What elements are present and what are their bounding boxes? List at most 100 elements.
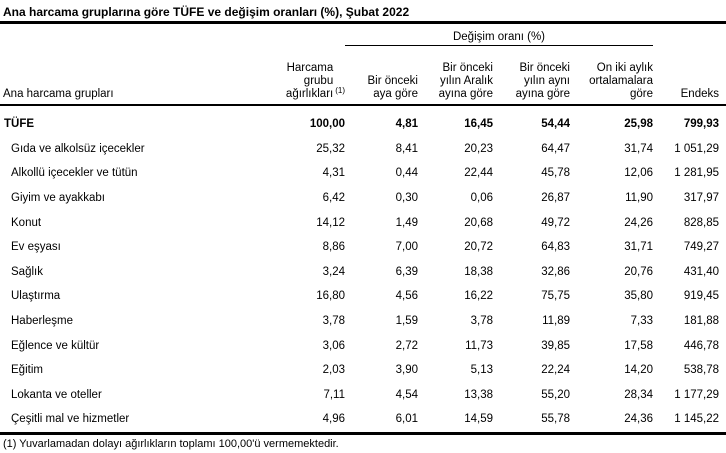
row-value: 64,47 <box>541 142 570 155</box>
row-value: 11,73 <box>465 339 493 352</box>
row-value: 14,20 <box>624 364 653 377</box>
row-value: 35,80 <box>624 290 653 303</box>
row-value: 75,75 <box>541 290 570 303</box>
row-value: 538,78 <box>683 364 719 377</box>
table-row: Ev eşyası 8,86 7,00 20,72 64,83 31,71 749,27 <box>0 235 726 260</box>
change-rate-group-header: Değişim oranı (%) <box>345 24 653 46</box>
col-header-index-label: Endeks <box>680 88 719 100</box>
col-header-index: Endeks <box>653 46 726 104</box>
row-value: 828,85 <box>683 216 719 229</box>
table-row: Sağlık 3,24 6,39 18,38 32,86 20,76 431,40 <box>0 260 726 285</box>
row-value: 16,22 <box>464 290 493 303</box>
row-value: 22,24 <box>541 364 570 377</box>
row-value: 20,76 <box>624 265 653 278</box>
row-value: 24,26 <box>624 216 653 229</box>
col-header-weights: Harcama grubu ağırlıkları (1) <box>277 46 345 104</box>
row-value: 181,88 <box>683 315 719 328</box>
row-label: Ulaştırma <box>11 290 61 303</box>
row-value: 3,24 <box>322 265 345 278</box>
row-value: 1 281,95 <box>674 167 719 180</box>
row-value: 25,98 <box>624 118 653 131</box>
page-title: Ana harcama gruplarına göre TÜFE ve deği… <box>0 0 726 24</box>
table-bottom-rule <box>0 431 726 435</box>
col-header-prev-december-label: Bir önceki yılın Aralık ayına göre <box>438 62 493 100</box>
table-row: Alkollü içecekler ve tütün 4,31 0,44 22,44 4… <box>0 161 726 186</box>
row-value: 6,42 <box>322 192 345 205</box>
row-value: 28,34 <box>624 388 653 401</box>
col-header-same-month-prev-year-label: Bir önceki yılın aynı ayına göre <box>515 62 570 100</box>
row-value: 64,83 <box>541 241 570 254</box>
row-value: 11,89 <box>542 315 570 328</box>
row-value: 317,97 <box>683 192 719 205</box>
footnote: (1) Yuvarlamadan dolayı ağırlıkların top… <box>3 437 339 450</box>
row-label: Eğlence ve kültür <box>11 339 100 352</box>
table-row: Gıda ve alkolsüz içecekler 25,32 8,41 20,23… <box>0 137 726 162</box>
row-label: Gıda ve alkolsüz içecekler <box>11 142 145 155</box>
row-value: 4,96 <box>322 413 345 426</box>
row-value: 100,00 <box>309 118 345 131</box>
row-value: 31,74 <box>624 142 653 155</box>
col-header-prev-december: Bir önceki yılın Aralık ayına göre <box>418 46 493 104</box>
row-value: 20,72 <box>464 241 493 254</box>
table-row: Lokanta ve oteller 7,11 4,54 13,38 55,20 28,3… <box>0 383 726 408</box>
table-header: Değişim oranı (%) Ana harcama grupları H… <box>0 24 726 106</box>
col-header-twelve-month-avg: On iki aylık ortalamalara göre <box>570 46 653 104</box>
row-value: 6,39 <box>395 265 418 278</box>
row-value: 25,32 <box>316 142 345 155</box>
table-row: TÜFE 100,00 4,81 16,45 54,44 25,98 799,93 <box>0 112 726 137</box>
row-label: TÜFE <box>4 118 35 131</box>
col-header-weights-label: Harcama grubu ağırlıkları <box>285 62 334 100</box>
row-label: Konut <box>11 216 42 229</box>
row-value: 1 177,29 <box>674 388 719 401</box>
row-value: 16,45 <box>464 118 493 131</box>
row-value: 4,81 <box>395 118 418 131</box>
footnote-reference: (1) <box>335 86 345 95</box>
table-row: Eğlence ve kültür 3,06 2,72 11,73 39,85 17,58… <box>0 333 726 358</box>
row-value: 24,36 <box>624 413 653 426</box>
row-value: 1,49 <box>395 216 418 229</box>
row-value: 18,38 <box>464 265 493 278</box>
col-header-main-groups: Ana harcama grupları <box>3 88 114 100</box>
row-value: 6,01 <box>395 413 418 426</box>
row-value: 3,78 <box>322 315 345 328</box>
row-value: 54,44 <box>541 118 570 131</box>
row-label: Giyim ve ayakkabı <box>11 192 105 205</box>
row-value: 20,68 <box>464 216 493 229</box>
row-value: 1 051,29 <box>674 142 719 155</box>
row-value: 22,44 <box>464 167 493 180</box>
row-value: 7,33 <box>630 315 653 328</box>
row-label: Haberleşme <box>11 315 73 328</box>
row-label: Alkollü içecekler ve tütün <box>11 167 138 180</box>
row-value: 431,40 <box>683 265 719 278</box>
table-row: Eğitim 2,03 3,90 5,13 22,24 14,20 538,78 <box>0 358 726 383</box>
row-value: 0,30 <box>395 192 418 205</box>
row-value: 4,54 <box>395 388 418 401</box>
row-value: 14,59 <box>464 413 493 426</box>
row-value: 1 145,22 <box>674 413 719 426</box>
row-value: 799,93 <box>683 118 719 131</box>
row-value: 55,78 <box>541 413 570 426</box>
row-value: 55,20 <box>541 388 570 401</box>
row-value: 749,27 <box>683 241 719 254</box>
row-label: Sağlık <box>11 265 43 278</box>
row-value: 3,78 <box>470 315 493 328</box>
table-row: Çeşitli mal ve hizmetler 4,96 6,01 14,59 55,… <box>0 407 726 432</box>
row-value: 31,71 <box>624 241 653 254</box>
row-value: 0,44 <box>395 167 418 180</box>
row-value: 39,85 <box>541 339 570 352</box>
table-body: TÜFE 100,00 4,81 16,45 54,44 25,98 799,93 Gıda … <box>0 106 726 432</box>
row-value: 7,00 <box>395 241 418 254</box>
row-label: Çeşitli mal ve hizmetler <box>11 413 130 426</box>
row-value: 446,78 <box>683 339 719 352</box>
table-row: Giyim ve ayakkabı 6,42 0,30 0,06 26,87 11,90 3… <box>0 186 726 211</box>
row-value: 32,86 <box>541 265 570 278</box>
row-value: 2,72 <box>395 339 418 352</box>
row-value: 26,87 <box>541 192 570 205</box>
row-value: 919,45 <box>683 290 719 303</box>
row-value: 13,38 <box>464 388 493 401</box>
row-value: 4,31 <box>322 167 345 180</box>
row-value: 1,59 <box>395 315 418 328</box>
row-value: 11,90 <box>625 192 653 205</box>
row-value: 3,06 <box>322 339 345 352</box>
